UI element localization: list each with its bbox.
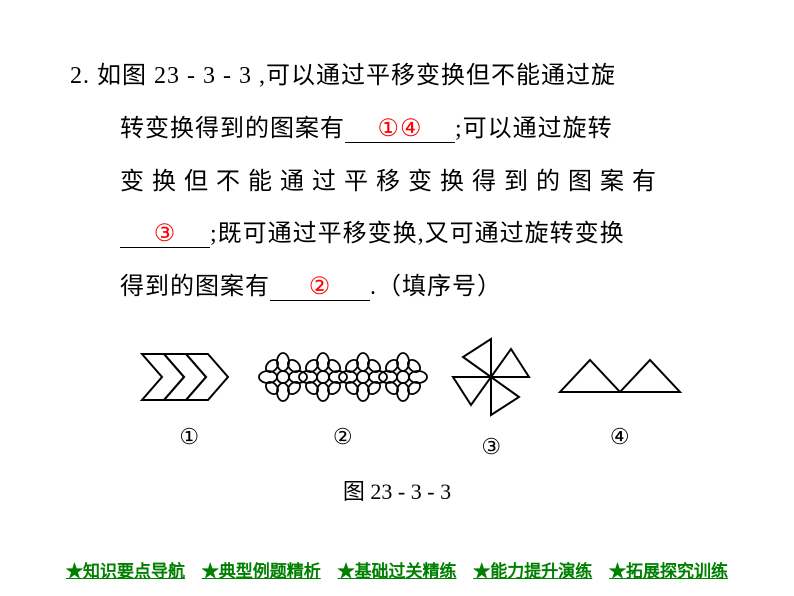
footer-link-5[interactable]: ★拓展探究训练 bbox=[609, 562, 728, 581]
figure-label-1: ① bbox=[134, 424, 244, 450]
figure-label-4: ④ bbox=[550, 424, 690, 450]
footer-link-3[interactable]: ★基础过关精练 bbox=[338, 562, 457, 581]
footer-link-2[interactable]: ★典型例题精析 bbox=[202, 562, 321, 581]
blank-3: ② bbox=[270, 273, 370, 301]
text-line1: 如图 23 - 3 - 3 ,可以通过平移变换但不能通过旋 bbox=[97, 63, 616, 89]
footer-nav: ★知识要点导航 ★典型例题精析 ★基础过关精练 ★能力提升演练 ★拓展探究训练 bbox=[0, 557, 794, 582]
text-line4a: ;既可通过平移变换,又可通过旋转变换 bbox=[210, 221, 625, 247]
answer-2: ③ bbox=[154, 221, 177, 247]
blank-2: ③ bbox=[120, 220, 210, 248]
text-line5b: .（填序号） bbox=[370, 274, 502, 300]
figure-2: ② bbox=[253, 342, 433, 450]
text-line3: 变 换 但 不 能 通 过 平 移 变 换 得 到 的 图 案 有 bbox=[120, 169, 657, 195]
figure-caption: 图 23 - 3 - 3 bbox=[70, 474, 724, 506]
answer-1: ①④ bbox=[377, 116, 422, 142]
text-line5a: 得到的图案有 bbox=[120, 274, 270, 300]
figure-4: ④ bbox=[550, 342, 690, 450]
figure-3: ③ bbox=[441, 332, 541, 460]
figure-label-3: ③ bbox=[441, 434, 541, 460]
figure-label-2: ② bbox=[253, 424, 433, 450]
figures-row: ① bbox=[130, 332, 694, 460]
blank-1: ①④ bbox=[345, 115, 455, 143]
text-line2b: ;可以通过旋转 bbox=[455, 116, 613, 142]
text-line2a: 转变换得到的图案有 bbox=[120, 116, 345, 142]
footer-link-4[interactable]: ★能力提升演练 bbox=[473, 562, 592, 581]
answer-3: ② bbox=[309, 274, 332, 300]
footer-link-1[interactable]: ★知识要点导航 bbox=[66, 562, 185, 581]
figure-1: ① bbox=[134, 342, 244, 450]
question-number: 2. bbox=[70, 63, 90, 89]
